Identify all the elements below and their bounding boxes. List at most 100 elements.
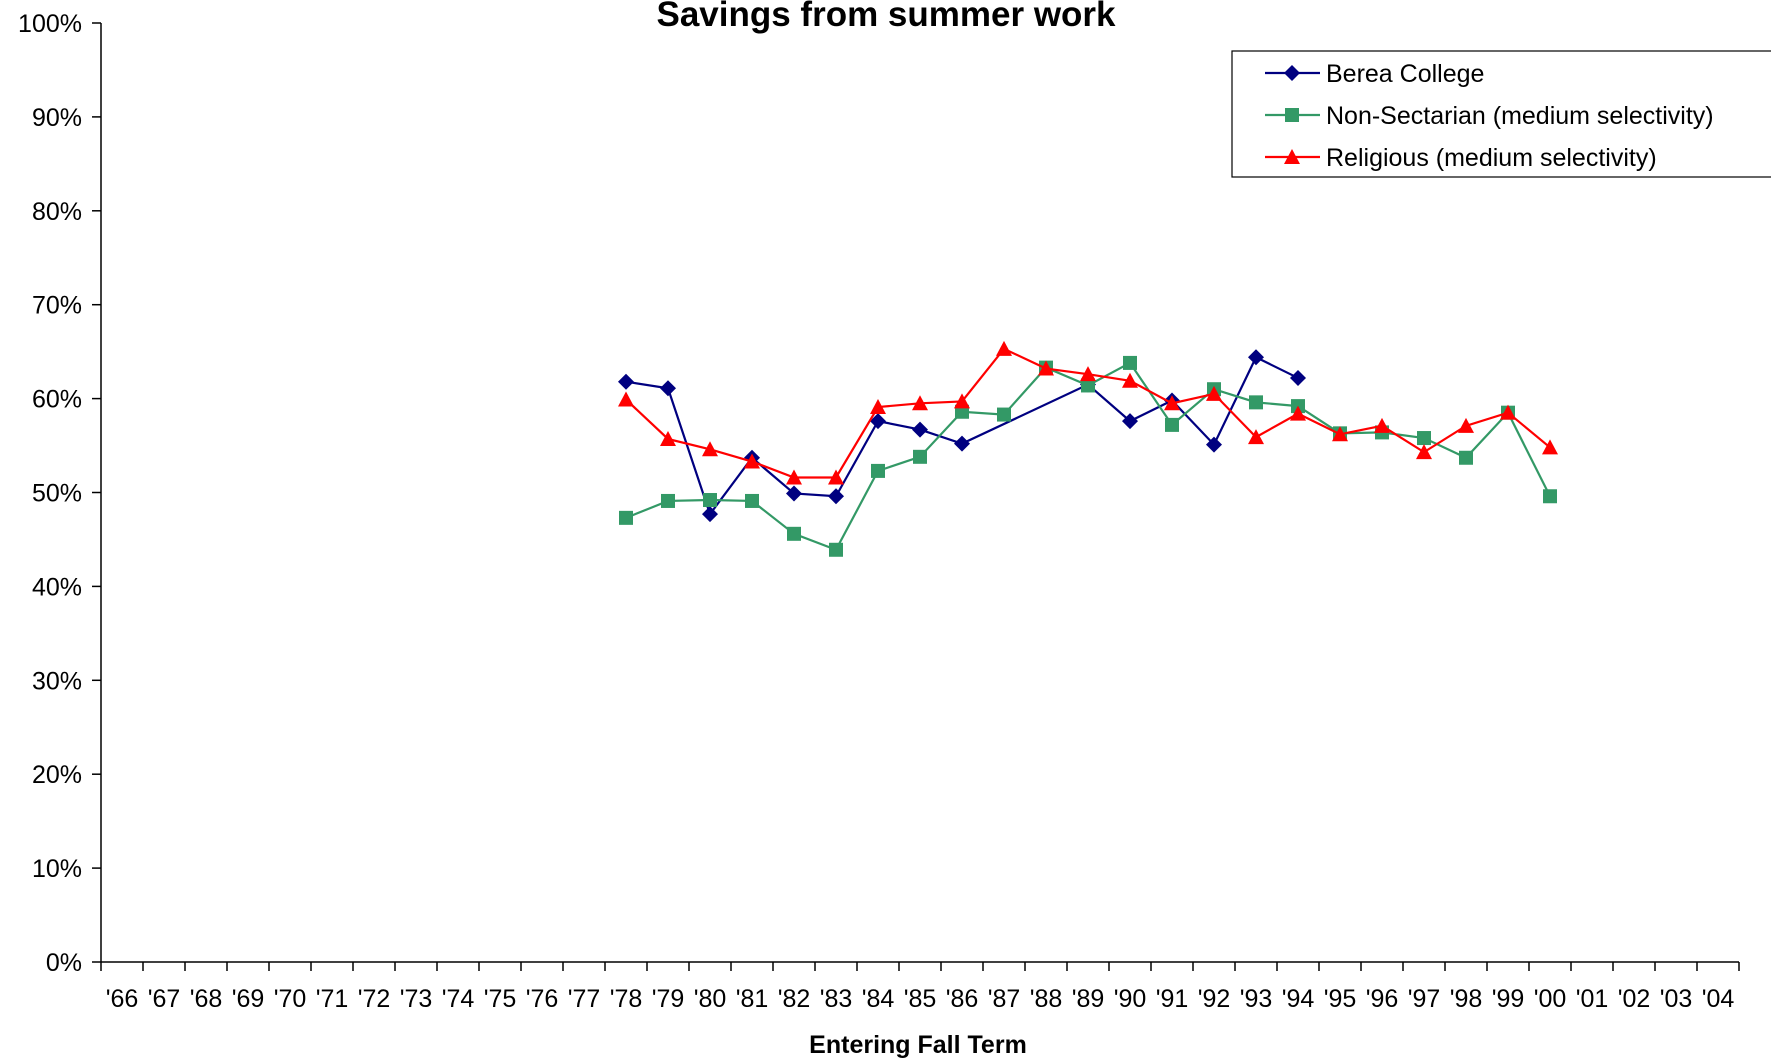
data-point <box>1543 489 1557 504</box>
data-point <box>702 441 718 457</box>
x-tick-label: '72 <box>358 985 391 1013</box>
x-tick-label: '80 <box>694 985 727 1013</box>
data-point <box>1459 450 1473 465</box>
x-tick-label: '68 <box>190 985 223 1013</box>
x-tick-label: '04 <box>1702 985 1735 1013</box>
y-tick-label: 60% <box>32 386 82 414</box>
data-point <box>1164 395 1180 411</box>
x-tick-label: '74 <box>442 985 475 1013</box>
x-tick-label: '03 <box>1660 985 1693 1013</box>
y-tick-label: 30% <box>32 667 82 695</box>
x-tick-label: '84 <box>862 985 895 1013</box>
data-point <box>997 407 1011 422</box>
data-point <box>787 526 801 541</box>
x-tick-label: '89 <box>1072 985 1105 1013</box>
data-point <box>1249 395 1263 410</box>
data-point <box>1500 404 1516 420</box>
y-tick-label: 70% <box>32 292 82 320</box>
x-tick-label: '87 <box>988 985 1021 1013</box>
y-tick-label: 50% <box>32 480 82 508</box>
x-axis-title: Entering Fall Term <box>809 1031 1027 1058</box>
x-tick-label: '83 <box>820 985 853 1013</box>
data-point <box>1165 417 1179 432</box>
x-tick-label: '71 <box>316 985 349 1013</box>
data-point <box>1248 349 1264 366</box>
legend-box <box>1231 50 1771 178</box>
plot-area: 0% 10% 20% 30% 40% 50% 60% 70% 80% 90% 100% '66 '67 '… <box>18 10 1740 1013</box>
data-point <box>996 340 1012 356</box>
x-tick-label: '93 <box>1240 985 1273 1013</box>
x-tick-label: '67 <box>148 985 181 1013</box>
legend-item: Religious (medium selectivity) <box>1265 144 1657 172</box>
data-point <box>744 453 760 469</box>
data-point <box>1038 360 1054 376</box>
data-point <box>1290 369 1306 386</box>
x-tick-label: '99 <box>1492 985 1525 1013</box>
data-point <box>870 413 886 430</box>
data-point <box>702 506 718 523</box>
data-point <box>954 435 970 452</box>
y-tick-label: 0% <box>46 949 82 977</box>
y-tick-label: 90% <box>32 104 82 132</box>
legend-label: Non-Sectarian (medium selectivity) <box>1326 102 1714 130</box>
data-point <box>1290 405 1306 421</box>
data-point <box>1122 372 1138 388</box>
data-point <box>912 421 928 438</box>
data-point <box>1206 436 1222 453</box>
legend-label: Berea College <box>1326 60 1484 88</box>
x-tick-label: '92 <box>1198 985 1231 1013</box>
x-tick-label: '76 <box>526 985 559 1013</box>
x-tick-label: '78 <box>610 985 643 1013</box>
x-tick-label: '85 <box>904 985 937 1013</box>
data-point <box>786 485 802 502</box>
chart-title: Savings from summer work <box>656 0 1116 34</box>
x-tick-label: '69 <box>232 985 265 1013</box>
x-tick-label: '91 <box>1156 985 1189 1013</box>
data-point <box>1081 378 1095 393</box>
x-tick-label: '79 <box>652 985 685 1013</box>
data-point <box>954 393 970 409</box>
x-tick-label: '82 <box>778 985 811 1013</box>
data-point <box>1122 413 1138 430</box>
x-tick-label: '96 <box>1366 985 1399 1013</box>
x-tick-label: '66 <box>106 985 139 1013</box>
data-point <box>828 488 844 505</box>
series-1 <box>618 349 1306 523</box>
x-tick-label: '94 <box>1282 985 1315 1013</box>
data-point <box>1458 417 1474 433</box>
legend-label: Religious (medium selectivity) <box>1326 144 1657 172</box>
data-point <box>1542 439 1558 455</box>
x-tick-label: '88 <box>1030 985 1063 1013</box>
y-tick-label: 100% <box>18 10 82 38</box>
x-tick-label: '00 <box>1534 985 1567 1013</box>
data-point <box>1416 444 1432 460</box>
data-point <box>1080 366 1096 382</box>
x-tick-label: '73 <box>400 985 433 1013</box>
data-point <box>913 449 927 464</box>
y-tick-label: 20% <box>32 761 82 789</box>
y-tick-label: 10% <box>32 855 82 883</box>
data-point <box>660 380 676 397</box>
data-point <box>745 493 759 508</box>
data-point <box>1206 385 1222 401</box>
legend-marker <box>1284 149 1300 164</box>
series-2 <box>619 355 1557 557</box>
x-tick-label: '70 <box>274 985 307 1013</box>
y-tick-label: 80% <box>32 198 82 226</box>
series-3 <box>618 340 1558 485</box>
y-tick-label: 40% <box>32 573 82 601</box>
legend-item: Berea College <box>1265 60 1484 88</box>
data-point <box>1123 355 1137 370</box>
x-tick-label: '77 <box>568 985 601 1013</box>
x-tick-label: '95 <box>1324 985 1357 1013</box>
data-point <box>661 493 675 508</box>
x-tick-label: '01 <box>1576 985 1609 1013</box>
data-point <box>618 391 634 407</box>
x-tick-label: '97 <box>1408 985 1441 1013</box>
data-point <box>1332 426 1348 442</box>
x-tick-label: '86 <box>946 985 979 1013</box>
data-point <box>1417 431 1431 446</box>
data-point <box>703 493 717 508</box>
legend-marker <box>1284 65 1300 81</box>
